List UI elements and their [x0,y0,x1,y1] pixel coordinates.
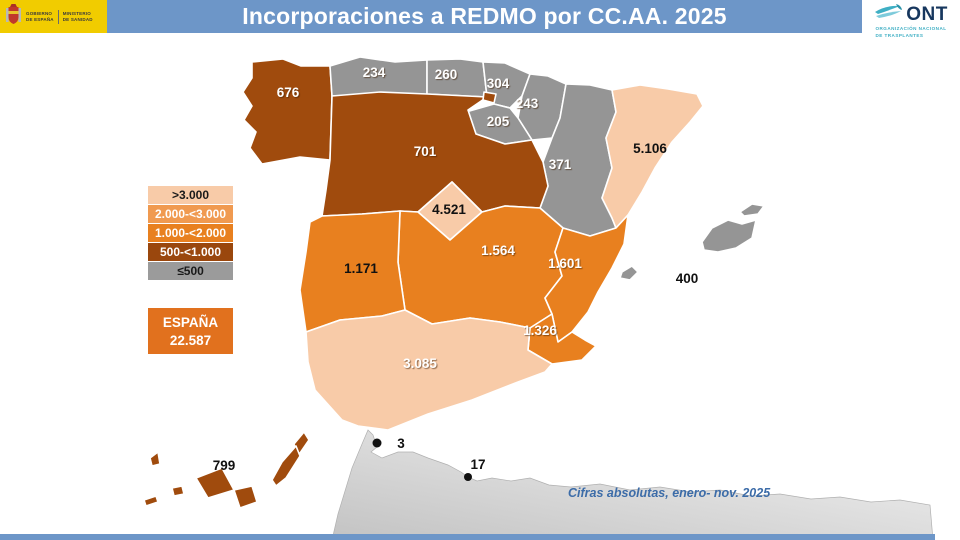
region-cataluna [601,84,704,229]
page-title: Incorporaciones a REDMO por CC.AA. 2025 [242,3,727,29]
legend-item-gt3000: >3.000 [148,186,233,204]
label-aragon: 371 [549,157,572,172]
label-andalucia: 3.085 [403,356,437,371]
legend-item-1000-2000: 1.000-<2.000 [148,224,233,242]
label-asturias: 234 [363,65,386,80]
label-melilla: 17 [470,457,485,472]
region-canarias-la-gomera [171,485,185,497]
legend-item-2000-3000: 2.000-<3.000 [148,205,233,223]
region-castilla-la-mancha [397,205,564,329]
legend-item-500-1000: 500-<1.000 [148,243,233,261]
label-valencia: 1.601 [548,256,582,271]
label-galicia: 676 [277,85,300,100]
ont-subtitle-line2: DE TRASPLANTES [875,32,924,38]
label-la-rioja: 205 [487,114,510,129]
gobierno-espana-logo: GOBIERNO DE ESPAÑA MINISTERIO DE SANIDAD [0,0,107,33]
legend: >3.000 2.000-<3.000 1.000-<2.000 500-<1.… [148,186,233,281]
melilla-marker [464,473,472,481]
label-pais-vasco: 304 [487,76,510,91]
label-ceuta: 3 [397,436,405,451]
espana-total-value: 22.587 [169,332,212,348]
gobierno-label-line2: DE ESPAÑA [26,16,54,22]
logo-divider [57,9,59,24]
label-castilla-y-leon: 701 [414,144,437,159]
label-castilla-la-mancha: 1.564 [481,243,515,258]
ministerio-label-line2: DE SANIDAD [62,16,93,22]
region-canarias-el-hierro [143,495,159,507]
region-baleares-mallorca [701,219,757,253]
title-bar: Incorporaciones a REDMO por CC.AA. 2025 [107,0,862,33]
ont-subtitle-line1: ORGANIZACIÓN NACIONAL [875,26,947,31]
region-galicia [242,58,333,165]
region-canarias-gran-canaria [233,485,258,509]
espana-total-box: ESPAÑA 22.587 [148,308,233,354]
gobierno-label-line1: GOBIERNO [26,10,53,16]
label-extremadura: 1.171 [344,261,378,276]
label-cantabria: 260 [435,67,458,82]
spain-coat-of-arms-icon [5,2,22,31]
region-andalucia [305,309,553,431]
region-baleares-menorca [739,203,765,217]
footnote: Cifras absolutas, enero- nov. 2025 [568,486,771,500]
region-valencia [544,214,629,343]
bottom-accent-bar [0,534,935,540]
region-canarias-la-palma [149,451,161,467]
ont-swoosh-icon [874,3,904,26]
region-baleares-ibiza [619,265,639,281]
africa-landmass [331,429,934,540]
label-navarra: 243 [516,96,539,111]
region-canarias-tenerife [195,467,235,499]
label-madrid: 4.521 [432,202,466,217]
label-murcia: 1.326 [523,323,557,338]
label-cataluna: 5.106 [633,141,667,156]
legend-item-le500: ≤500 [148,262,233,280]
region-trevino-enclave [482,91,497,104]
region-canarias-fuerteventura [271,445,301,487]
header: GOBIERNO DE ESPAÑA MINISTERIO DE SANIDAD… [0,0,960,40]
ont-logo: ONT ORGANIZACIÓN NACIONAL DE TRASPLANTES [862,0,960,40]
ont-acronym: ONT [906,4,948,25]
ceuta-marker [372,438,382,448]
label-canarias: 799 [213,458,236,473]
label-baleares: 400 [676,271,699,286]
espana-total-label: ESPAÑA [162,314,219,330]
ministerio-label-line1: MINISTERIO [62,10,91,16]
